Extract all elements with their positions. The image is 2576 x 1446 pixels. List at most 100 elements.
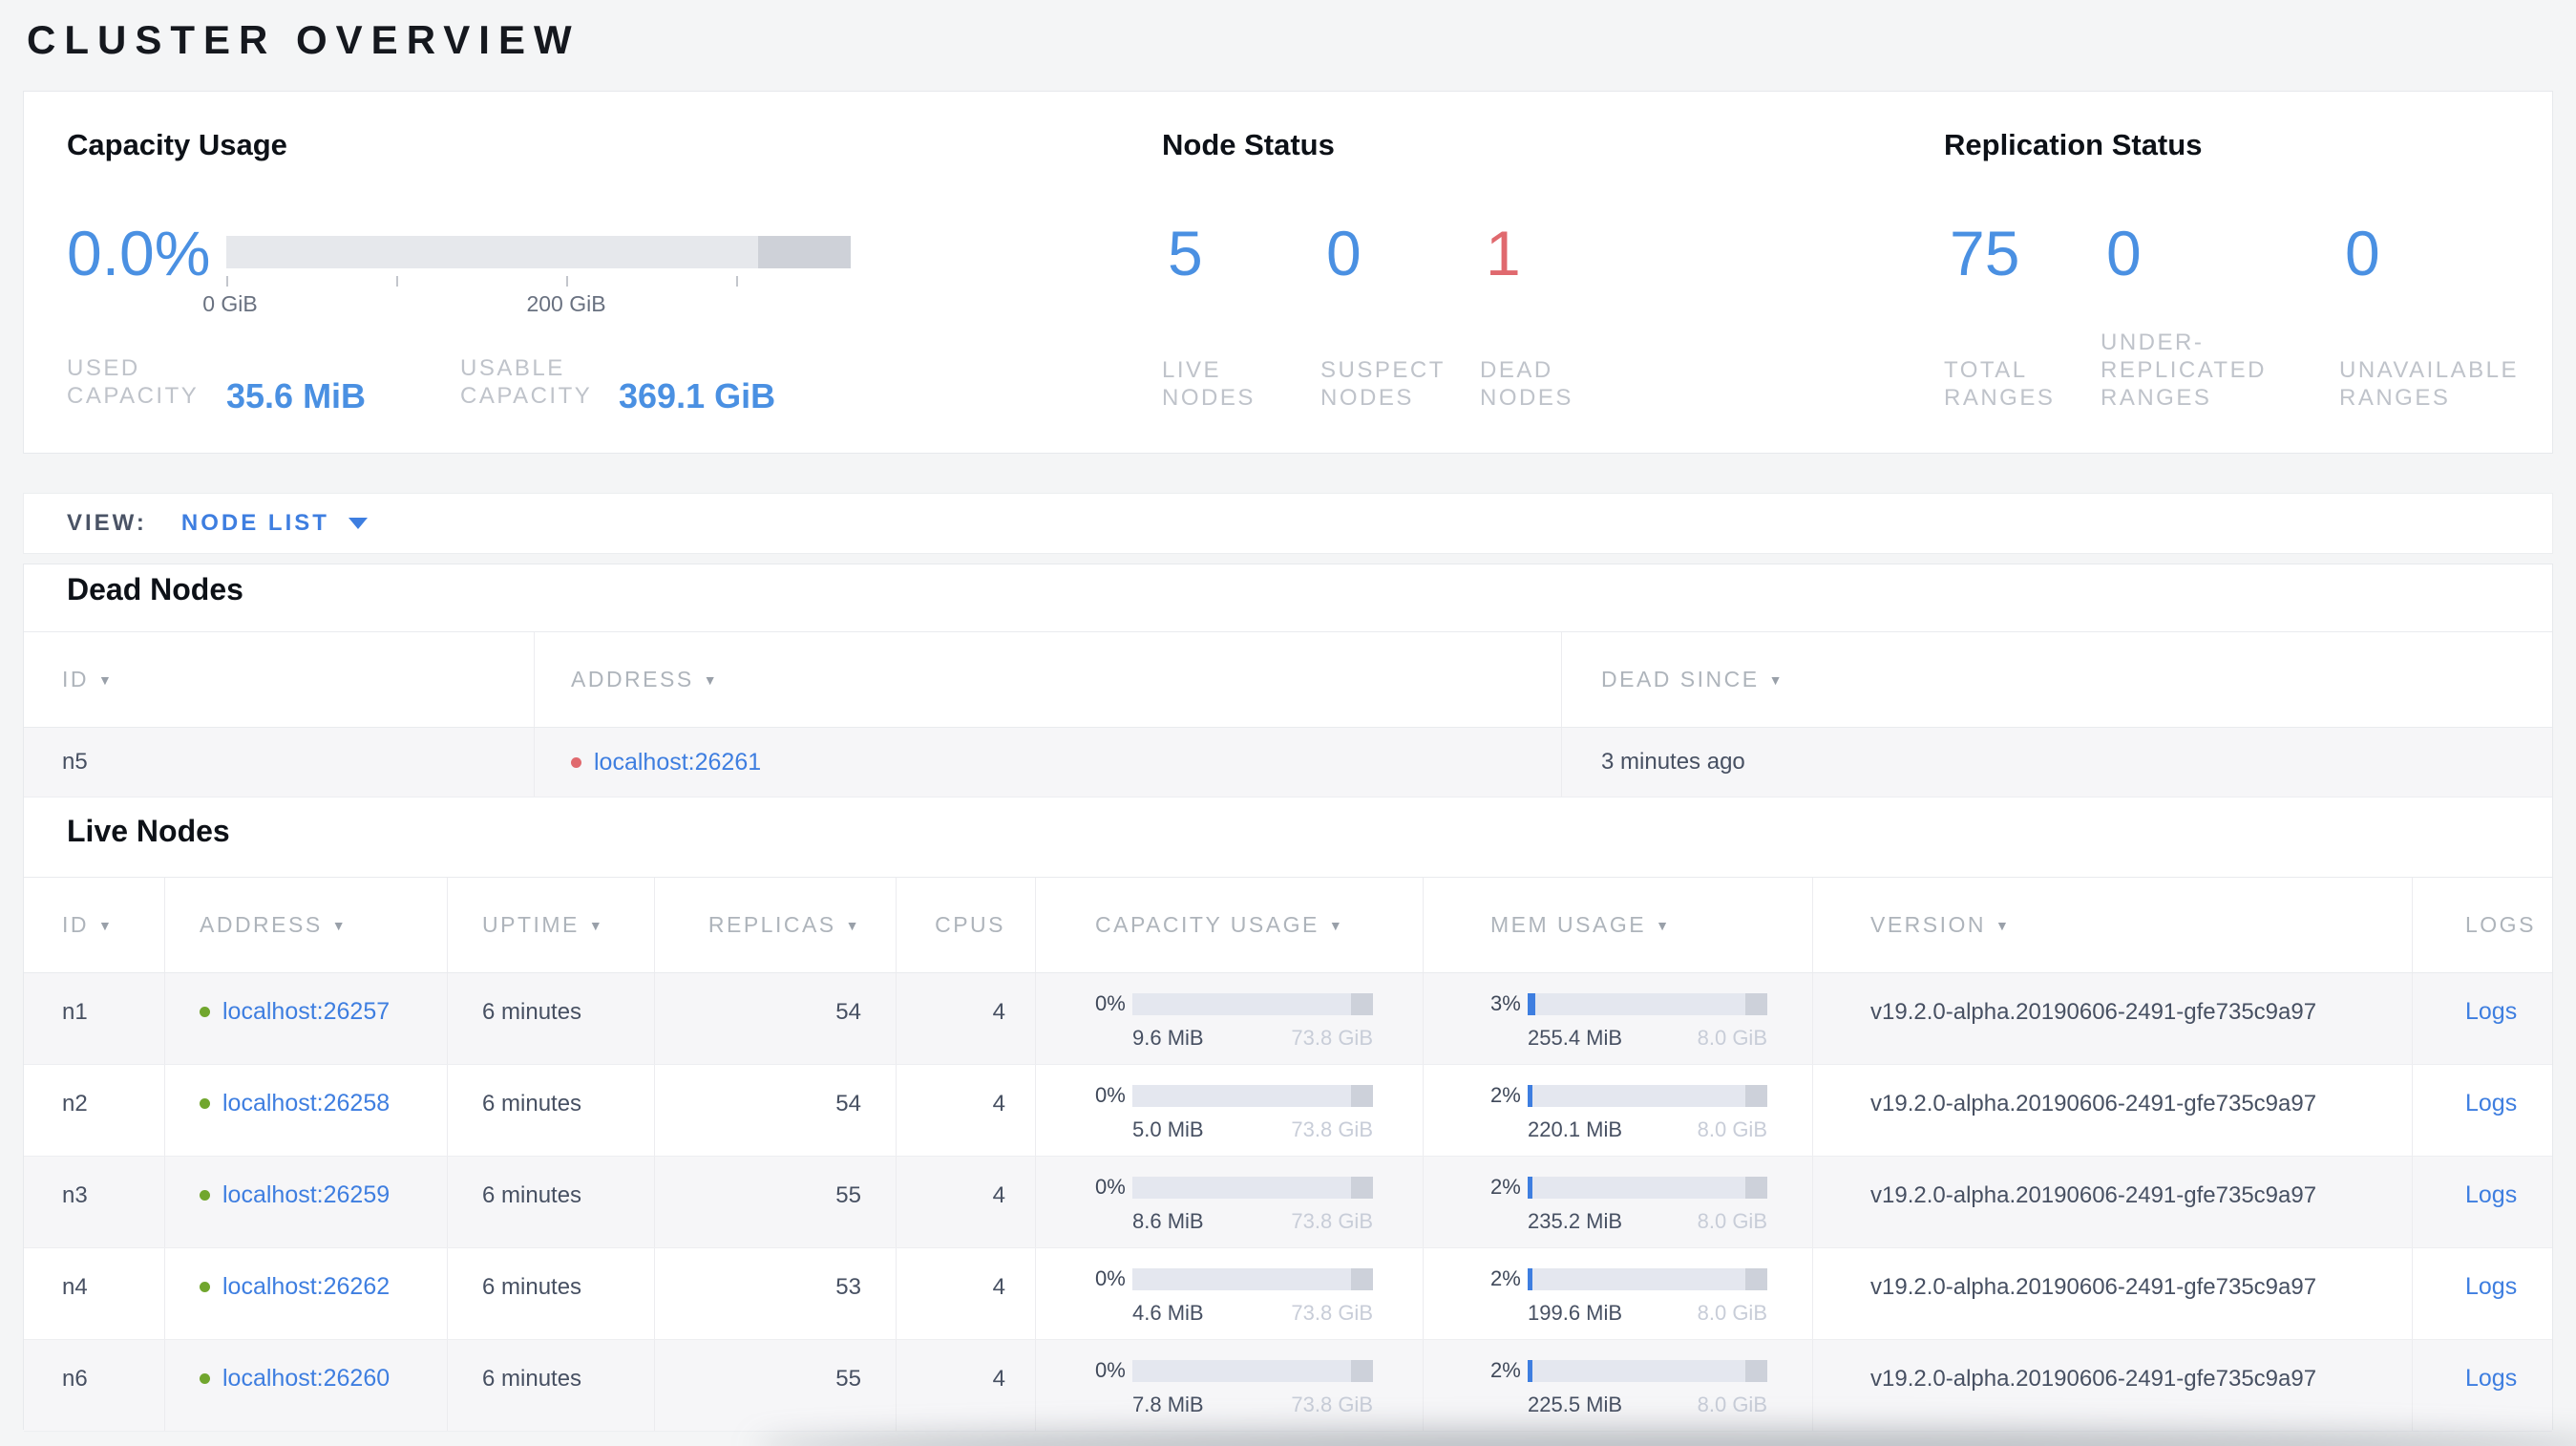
sort-arrow-icon: ▼ (1768, 671, 1784, 688)
node-id-cell: n1 (24, 973, 165, 1064)
dead-status-dot-icon (571, 756, 581, 768)
column-header-label: REPLICAS (707, 912, 836, 937)
column-header-dead-since[interactable]: DEAD SINCE ▼ (1562, 632, 2552, 727)
total-ranges-count: 75 (1950, 218, 2020, 288)
column-header-label: ADDRESS (200, 912, 323, 937)
table-row: n1 localhost:26257 6 minutes 54 4 0% 9.6… (24, 973, 2552, 1065)
column-header-version[interactable]: VERSION ▼ (1813, 878, 2413, 972)
column-header-cpus[interactable]: CPUS (897, 878, 1036, 972)
axis-tick (226, 276, 228, 287)
cpus-value: 4 (992, 1090, 1005, 1116)
cpus-cell: 4 (897, 1065, 1036, 1156)
replicas-cell: 55 (655, 1340, 897, 1431)
mem-total-value: 8.0 GiB (1697, 1117, 1767, 1141)
capacity-total-value: 73.8 GiB (1291, 1026, 1373, 1050)
mem-usage-cell: 2% 235.2 MiB 8.0 GiB (1424, 1157, 1813, 1247)
capacity-gauge-reserved-segment (758, 236, 851, 268)
chevron-down-icon (348, 518, 368, 529)
view-bar: VIEW: NODE LIST (23, 493, 2553, 554)
column-header-id[interactable]: ID ▼ (24, 632, 535, 727)
column-header-replicas[interactable]: REPLICAS ▼ (655, 878, 897, 972)
capacity-used-value: 8.6 MiB (1132, 1209, 1204, 1233)
capacity-used-percent: 0.0% (67, 218, 211, 288)
dead-nodes-stat: 1 DEAD NODES (1480, 92, 1652, 455)
replicas-cell: 54 (655, 973, 897, 1064)
mem-bar-reserved-segment (1745, 992, 1767, 1015)
node-id-cell: n2 (24, 1065, 165, 1156)
node-address-link[interactable]: localhost:26259 (222, 1181, 391, 1208)
node-address-link[interactable]: localhost:26260 (222, 1365, 391, 1392)
suspect-nodes-stat: 0 SUSPECT NODES (1320, 92, 1480, 455)
node-id: n4 (62, 1273, 88, 1300)
mem-bar-reserved-segment (1745, 1359, 1767, 1382)
capacity-usage-cell: 0% 5.0 MiB 73.8 GiB (1036, 1065, 1424, 1156)
capacity-gauge: 0 GiB 200 GiB (202, 236, 851, 316)
mem-bar-fill (1528, 1267, 1532, 1290)
mem-usage-bar (1528, 1084, 1767, 1107)
capacity-total-value: 73.8 GiB (1291, 1117, 1373, 1141)
uptime-cell: 6 minutes (448, 1340, 655, 1431)
mem-bar-reserved-segment (1745, 1084, 1767, 1107)
cpus-value: 4 (992, 1365, 1005, 1392)
mem-total-value: 8.0 GiB (1697, 1209, 1767, 1233)
under-replicated-count: 0 (2106, 218, 2142, 288)
column-header-mem-usage[interactable]: MEM USAGE ▼ (1424, 878, 1813, 972)
capacity-bar-reserved-segment (1351, 1084, 1373, 1107)
uptime-value: 6 minutes (482, 1090, 582, 1116)
logs-cell: Logs (2413, 1157, 2552, 1247)
capacity-usage-cell: 0% 7.8 MiB 73.8 GiB (1036, 1340, 1424, 1431)
mem-used-value: 255.4 MiB (1528, 1026, 1623, 1050)
column-header-label: MEM USAGE (1490, 912, 1647, 937)
logs-link[interactable]: Logs (2465, 998, 2518, 1025)
used-capacity-label: USED CAPACITY (67, 355, 200, 409)
suspect-nodes-count: 0 (1326, 218, 1362, 288)
cpus-cell: 4 (897, 973, 1036, 1064)
capacity-usage-bar (1132, 1267, 1373, 1290)
node-address-link[interactable]: localhost:26261 (594, 748, 762, 776)
column-header-id[interactable]: ID ▼ (24, 878, 165, 972)
mem-bar-fill (1528, 1359, 1532, 1382)
node-address-link[interactable]: localhost:26257 (222, 998, 391, 1025)
column-header-label: CAPACITY USAGE (1095, 912, 1320, 937)
capacity-bar-reserved-segment (1351, 1267, 1373, 1290)
node-address-link[interactable]: localhost:26262 (222, 1273, 391, 1300)
column-header-address[interactable]: ADDRESS ▼ (165, 878, 448, 972)
mem-bar-fill (1528, 1176, 1532, 1199)
dead-since-cell: 3 minutes ago (1562, 728, 2552, 797)
column-header-uptime[interactable]: UPTIME ▼ (448, 878, 655, 972)
mem-bar-reserved-segment (1745, 1267, 1767, 1290)
mem-bar-reserved-segment (1745, 1176, 1767, 1199)
capacity-usage-bar (1132, 992, 1373, 1015)
mem-bar-fill (1528, 992, 1535, 1015)
view-selector-dropdown[interactable]: NODE LIST (181, 510, 368, 537)
logs-cell: Logs (2413, 1248, 2552, 1339)
version-value: v19.2.0-alpha.20190606-2491-gfe735c9a97 (1870, 1090, 2317, 1116)
replicas-value: 54 (835, 1090, 861, 1116)
capacity-bar-reserved-segment (1351, 992, 1373, 1015)
mem-usage-cell: 3% 255.4 MiB 8.0 GiB (1424, 973, 1813, 1064)
version-value: v19.2.0-alpha.20190606-2491-gfe735c9a97 (1870, 1181, 2317, 1208)
live-nodes-table-header: ID ▼ ADDRESS ▼ UPTIME ▼ REPLICAS ▼ CPUS (24, 878, 2552, 973)
live-nodes-stat: 5 LIVE NODES (1162, 92, 1320, 455)
logs-link[interactable]: Logs (2465, 1273, 2518, 1300)
logs-link[interactable]: Logs (2465, 1365, 2518, 1392)
column-header-label: VERSION (1870, 912, 1987, 937)
mem-usage-cell: 2% 220.1 MiB 8.0 GiB (1424, 1065, 1813, 1156)
logs-link[interactable]: Logs (2465, 1090, 2518, 1116)
column-header-capacity-usage[interactable]: CAPACITY USAGE ▼ (1036, 878, 1424, 972)
table-row: n4 localhost:26262 6 minutes 53 4 0% 4.6… (24, 1248, 2552, 1340)
sort-arrow-icon: ▼ (1995, 917, 2012, 933)
cpus-value: 4 (992, 1181, 1005, 1208)
column-header-label: ID (62, 912, 89, 937)
logs-link[interactable]: Logs (2465, 1181, 2518, 1208)
live-status-dot-icon (200, 1190, 210, 1201)
version-cell: v19.2.0-alpha.20190606-2491-gfe735c9a97 (1813, 973, 2413, 1064)
column-header-label: DEAD SINCE (1601, 667, 1760, 691)
capacity-usage-cell: 0% 8.6 MiB 73.8 GiB (1036, 1157, 1424, 1247)
capacity-used-value: 5.0 MiB (1132, 1117, 1204, 1141)
column-header-address[interactable]: ADDRESS ▼ (535, 632, 1562, 727)
capacity-total-value: 73.8 GiB (1291, 1209, 1373, 1233)
node-address-link[interactable]: localhost:26258 (222, 1090, 391, 1116)
used-capacity-value: 35.6 MiB (226, 376, 367, 415)
